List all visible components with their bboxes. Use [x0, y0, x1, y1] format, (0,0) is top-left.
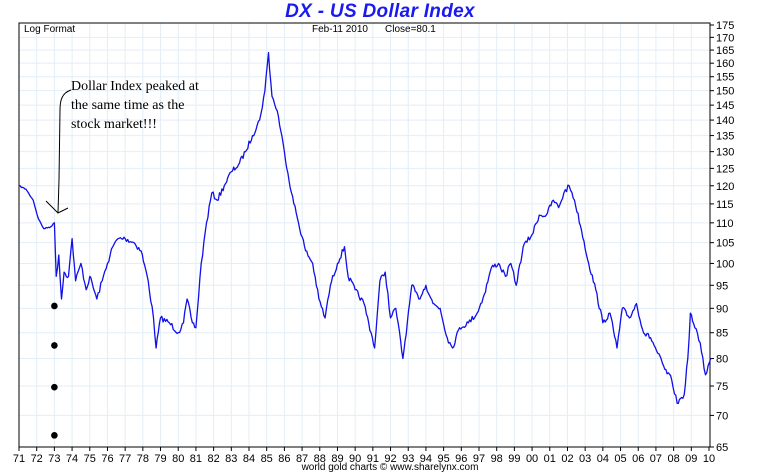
y-tick-label: 95 [716, 280, 728, 292]
y-tick-label: 145 [716, 100, 734, 112]
x-tick-label: 10 [703, 453, 715, 465]
y-tick-label: 155 [716, 72, 734, 84]
dx-series-line [19, 52, 712, 405]
x-tick-label: 05 [614, 453, 626, 465]
x-tick-label: 99 [508, 453, 520, 465]
y-tick-label: 75 [716, 381, 728, 393]
chart-title: DX - US Dollar Index [285, 1, 475, 22]
x-tick-label: 06 [632, 453, 644, 465]
x-tick-label: 82 [207, 453, 219, 465]
x-tick-label: 84 [243, 453, 255, 465]
annotation-line: stock market!!! [71, 117, 157, 132]
x-tick-label: 07 [650, 453, 662, 465]
y-tick-label: 110 [716, 218, 734, 230]
x-tick-label: 93 [402, 453, 414, 465]
x-tick-label: 78 [137, 453, 149, 465]
annotation-line: the same time as the [71, 98, 185, 113]
x-tick-label: 89 [331, 453, 343, 465]
annotation-pointer [45, 89, 72, 214]
x-tick-label: 02 [561, 453, 573, 465]
x-tick-label: 77 [119, 453, 131, 465]
x-tick-label: 94 [420, 453, 432, 465]
annotation-dots [51, 302, 58, 439]
x-tick-label: 90 [349, 453, 361, 465]
x-tick-label: 73 [48, 453, 60, 465]
annotation-line: Dollar Index peaked at [71, 79, 199, 94]
y-tick-label: 125 [716, 163, 734, 175]
y-tick-label: 100 [716, 258, 734, 270]
x-tick-label: 01 [544, 453, 556, 465]
y-tick-label: 120 [716, 181, 734, 193]
marker-dot [51, 302, 58, 310]
x-tick-label: 88 [314, 453, 326, 465]
y-axis: 65 70 75 80 85 90 95 100 105 110 115 120 125 130 135 14… [710, 20, 734, 454]
x-tick-label: 76 [101, 453, 113, 465]
y-tick-label: 160 [716, 58, 734, 70]
y-tick-label: 175 [716, 20, 734, 32]
x-tick-label: 04 [597, 453, 609, 465]
footer-credit: world gold charts © www.sharelynx.com [301, 462, 479, 473]
x-tick-label: 97 [473, 453, 485, 465]
x-tick-label: 03 [579, 453, 591, 465]
y-tick-label: 70 [716, 410, 728, 422]
x-tick-label: 91 [367, 453, 379, 465]
close-label: Close=80.1 [385, 24, 436, 35]
x-tick-label: 95 [437, 453, 449, 465]
x-tick-label: 92 [384, 453, 396, 465]
x-tick-label: 74 [66, 453, 78, 465]
x-tick-label: 87 [296, 453, 308, 465]
y-tick-label: 85 [716, 328, 728, 340]
x-tick-label: 85 [261, 453, 273, 465]
date-label: Feb-11 2010 [312, 24, 368, 35]
y-tick-label: 105 [716, 238, 734, 250]
x-tick-label: 71 [13, 453, 25, 465]
y-tick-label: 165 [716, 45, 734, 57]
scale-label: Log Format [24, 24, 76, 35]
x-tick-label: 09 [685, 453, 697, 465]
plot-frame [18, 22, 711, 448]
y-tick-label: 80 [716, 354, 728, 366]
marker-dot [51, 432, 58, 439]
x-tick-label: 80 [172, 453, 184, 465]
x-tick-label: 98 [491, 453, 503, 465]
y-tick-label: 170 [716, 32, 734, 44]
y-tick-label: 150 [716, 86, 734, 98]
x-tick-label: 72 [31, 453, 43, 465]
x-tick-label: 79 [154, 453, 166, 465]
y-tick-label: 90 [716, 303, 728, 315]
x-tick-label: 96 [455, 453, 467, 465]
x-tick-label: 08 [667, 453, 679, 465]
y-tick-label: 65 [716, 442, 728, 454]
y-tick-label: 140 [716, 115, 734, 127]
marker-dot [51, 383, 58, 391]
annotation-text: Dollar Index peaked at the same time as … [71, 77, 271, 134]
y-tick-label: 115 [716, 199, 734, 211]
x-tick-label: 83 [225, 453, 237, 465]
x-tick-label: 00 [526, 453, 538, 465]
marker-dot [51, 342, 58, 349]
x-tick-label: 75 [84, 453, 96, 465]
x-tick-label: 81 [190, 453, 202, 465]
x-axis: 71 72 73 74 75 76 77 78 79 80 81 82 83 84 85 86 87 88 89 90… [13, 447, 715, 465]
y-tick-label: 130 [716, 147, 734, 159]
y-tick-label: 135 [716, 131, 734, 143]
x-tick-label: 86 [278, 453, 290, 465]
